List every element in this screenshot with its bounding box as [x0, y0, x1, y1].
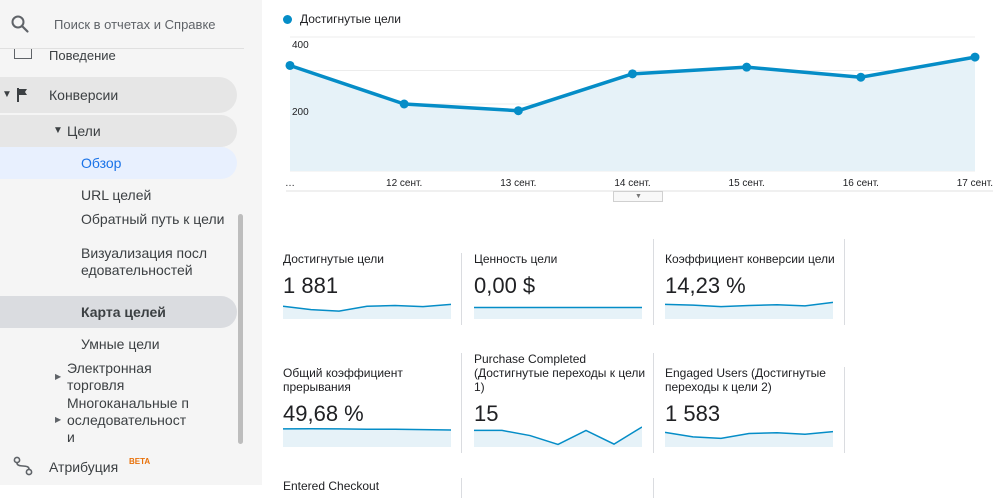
sparkline: [474, 306, 642, 319]
caret-right-icon: ▶: [55, 372, 62, 381]
sidebar-item-goals[interactable]: ▼ Цели: [0, 115, 237, 147]
data-point[interactable]: [513, 106, 523, 116]
caret-right-icon: ▶: [55, 415, 62, 424]
legend-dot-icon: [283, 15, 292, 24]
sparkline-line: [283, 303, 451, 312]
x-tick-label: 13 сент.: [500, 178, 536, 189]
caret-down-icon: ▼: [53, 125, 63, 136]
sidebar-item-funnel[interactable]: Визуализация последовательностей: [81, 245, 208, 278]
metric-label: Достигнутые цели: [283, 252, 384, 266]
behavior-icon: [14, 48, 32, 59]
sidebar-item-reverse-path[interactable]: Обратный путь к цели: [81, 211, 225, 227]
beta-badge: BETA: [129, 457, 151, 466]
tile-divider: [653, 239, 654, 325]
metric-value: 1 583: [665, 401, 721, 426]
sidebar-scrollbar[interactable]: [238, 214, 243, 444]
data-point[interactable]: [970, 52, 980, 62]
sparkline: [474, 426, 642, 447]
metric-label: Коэффициент конверсии цели: [665, 252, 835, 266]
sparkline-area: [283, 304, 451, 319]
chevron-down-icon: ▼: [635, 193, 642, 200]
x-tick-label: 12 сент.: [386, 178, 422, 189]
sparkline: [283, 427, 451, 447]
tile-divider: [461, 478, 462, 498]
sidebar-item-label: Конверсии: [49, 87, 119, 103]
search-icon[interactable]: [10, 14, 30, 34]
main-chart: 200 400 … 12 сент. 13 сент. 14 сент. 15 сент. 1…: [285, 36, 993, 192]
sidebar-item-goal-flow[interactable]: Карта целей: [0, 296, 237, 328]
metric-value: 49,68 %: [283, 401, 364, 426]
sidebar-item-conversions[interactable]: ▼ Конверсии: [0, 77, 237, 113]
sidebar-item-ecommerce[interactable]: Электронная торговля: [67, 360, 152, 393]
sparkline: [665, 430, 833, 447]
y-tick-label: 400: [292, 40, 309, 51]
sidebar-item-label: Карта целей: [81, 304, 166, 320]
data-point[interactable]: [856, 72, 866, 82]
metric-label: Engaged Users (Достигнутые переходы к це…: [665, 366, 826, 394]
caret-down-icon: ▼: [2, 89, 12, 100]
search-bar: [0, 0, 244, 49]
sparkline-area: [474, 307, 642, 319]
x-tick-label: 16 сент.: [843, 178, 879, 189]
sidebar-item-multichannel[interactable]: Многоканальные последовательности: [67, 395, 190, 445]
attribution-icon: [13, 456, 33, 476]
tile-divider: [653, 478, 654, 498]
flag-icon: [17, 88, 27, 102]
metric-label: Entered Checkout: [283, 479, 380, 493]
tile-divider: [653, 353, 654, 453]
legend-label: Достигнутые цели: [300, 12, 401, 26]
sparkline-line: [665, 430, 833, 440]
sidebar-item-attribution[interactable]: Атрибуция BETA: [0, 451, 237, 481]
series-area: [290, 57, 975, 171]
sidebar: Поведение ▼ Конверсии ▼ Цели Обзор URL ц…: [0, 0, 262, 485]
sidebar-item-behavior[interactable]: Поведение: [0, 44, 237, 66]
sidebar-item-label: Цели: [67, 123, 101, 139]
data-point[interactable]: [628, 69, 637, 79]
data-point[interactable]: [742, 62, 752, 72]
x-tick-label: …: [285, 178, 295, 189]
metric-label: Общий коэффициент прерывания: [283, 366, 403, 394]
sparkline-area: [665, 431, 833, 447]
sidebar-item-smart-goals[interactable]: Умные цели: [81, 336, 160, 352]
x-tick-label: 15 сент.: [729, 178, 765, 189]
metric-value: 14,23 %: [665, 273, 746, 298]
sparkline-area: [283, 428, 451, 447]
sparkline-line: [665, 301, 833, 308]
search-input[interactable]: [54, 14, 229, 34]
tile-divider: [844, 367, 845, 453]
metric-label: Ценность цели: [474, 252, 558, 266]
sidebar-item-label: Атрибуция: [49, 459, 119, 475]
chart-resize-handle[interactable]: ▼: [613, 191, 663, 202]
sidebar-item-label: Поведение: [49, 48, 116, 63]
sparkline-line: [283, 427, 451, 431]
metric-label: Purchase Completed (Достигнутые переходы…: [474, 352, 646, 394]
sidebar-item-label: Обзор: [81, 155, 122, 171]
sparkline-line: [474, 426, 642, 446]
y-tick-label: 200: [292, 107, 309, 118]
sparkline-area: [474, 427, 642, 447]
tile-divider: [461, 253, 462, 325]
metric-value: 0,00 $: [474, 273, 536, 298]
data-point[interactable]: [285, 60, 295, 70]
metric-value: 15: [474, 401, 499, 426]
x-tick-label: 14 сент.: [614, 178, 650, 189]
tile-divider: [461, 353, 462, 453]
sparkline: [283, 303, 451, 319]
tile-divider: [844, 239, 845, 325]
data-point[interactable]: [399, 99, 409, 109]
sidebar-item-goal-urls[interactable]: URL целей: [81, 187, 152, 203]
metric-value: 1 881: [283, 273, 339, 298]
sparkline: [665, 301, 833, 319]
sidebar-item-overview[interactable]: Обзор: [0, 147, 237, 179]
x-tick-label: 17 сент.: [957, 178, 993, 189]
